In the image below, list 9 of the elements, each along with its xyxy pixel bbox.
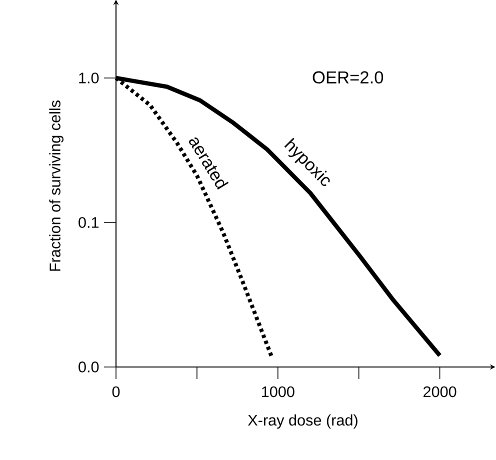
y-tick-label: 1.0 bbox=[79, 72, 99, 84]
x-tick-label: 0 bbox=[112, 386, 120, 398]
x-tick-label: 2000 bbox=[424, 386, 456, 398]
y-axis-title: Fraction of surviving cells bbox=[49, 100, 64, 271]
annotation: OER=2.0 bbox=[312, 71, 384, 84]
y-tick-label: 0.1 bbox=[78, 217, 99, 228]
y-tick-label: 0.0 bbox=[78, 362, 99, 372]
x-axis-title: X-ray dose (rad) bbox=[248, 414, 358, 429]
x-tick-label: 1000 bbox=[262, 386, 294, 398]
